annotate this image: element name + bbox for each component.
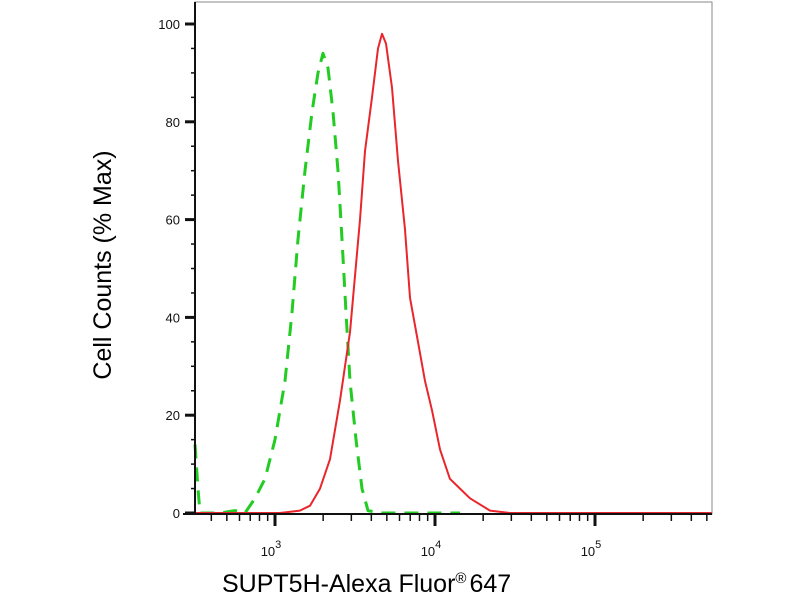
x-tick-label: 105 [581, 539, 602, 559]
y-tick-label: 20 [166, 408, 180, 423]
x-axis-label: SUPT5H-Alexa Fluor® 647 [222, 570, 511, 598]
x-tick-exponent: 5 [595, 539, 601, 551]
x-tick-exponent: 4 [435, 539, 441, 551]
series-line-control [193, 51, 460, 515]
y-tick-label: 40 [166, 310, 180, 325]
x-tick-base: 10 [261, 544, 275, 559]
series-line-sample [195, 32, 712, 514]
x-axis-label-suffix: 647 [469, 570, 511, 598]
x-tick-label: 103 [261, 539, 282, 559]
plot-area [193, 32, 712, 515]
x-tick-exponent: 3 [275, 539, 281, 551]
plot-frame [194, 1, 713, 515]
y-tick-label: 80 [166, 115, 180, 130]
y-tick-label: 60 [166, 213, 180, 228]
y-tick-label: 0 [173, 506, 180, 521]
x-axis-label-mark: ® [455, 570, 466, 587]
y-tick-label: 100 [158, 17, 180, 32]
x-tick-base: 10 [581, 544, 595, 559]
x-tick-base: 10 [421, 544, 435, 559]
y-axis-label: Cell Counts (% Max) [89, 150, 117, 379]
x-axis-label-main: SUPT5H-Alexa Fluor [222, 570, 455, 598]
x-tick-label: 104 [421, 539, 442, 559]
